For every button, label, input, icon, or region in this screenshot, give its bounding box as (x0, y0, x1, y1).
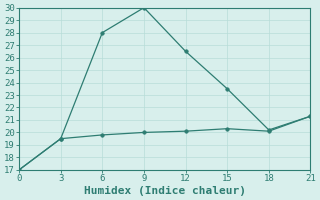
X-axis label: Humidex (Indice chaleur): Humidex (Indice chaleur) (84, 186, 246, 196)
